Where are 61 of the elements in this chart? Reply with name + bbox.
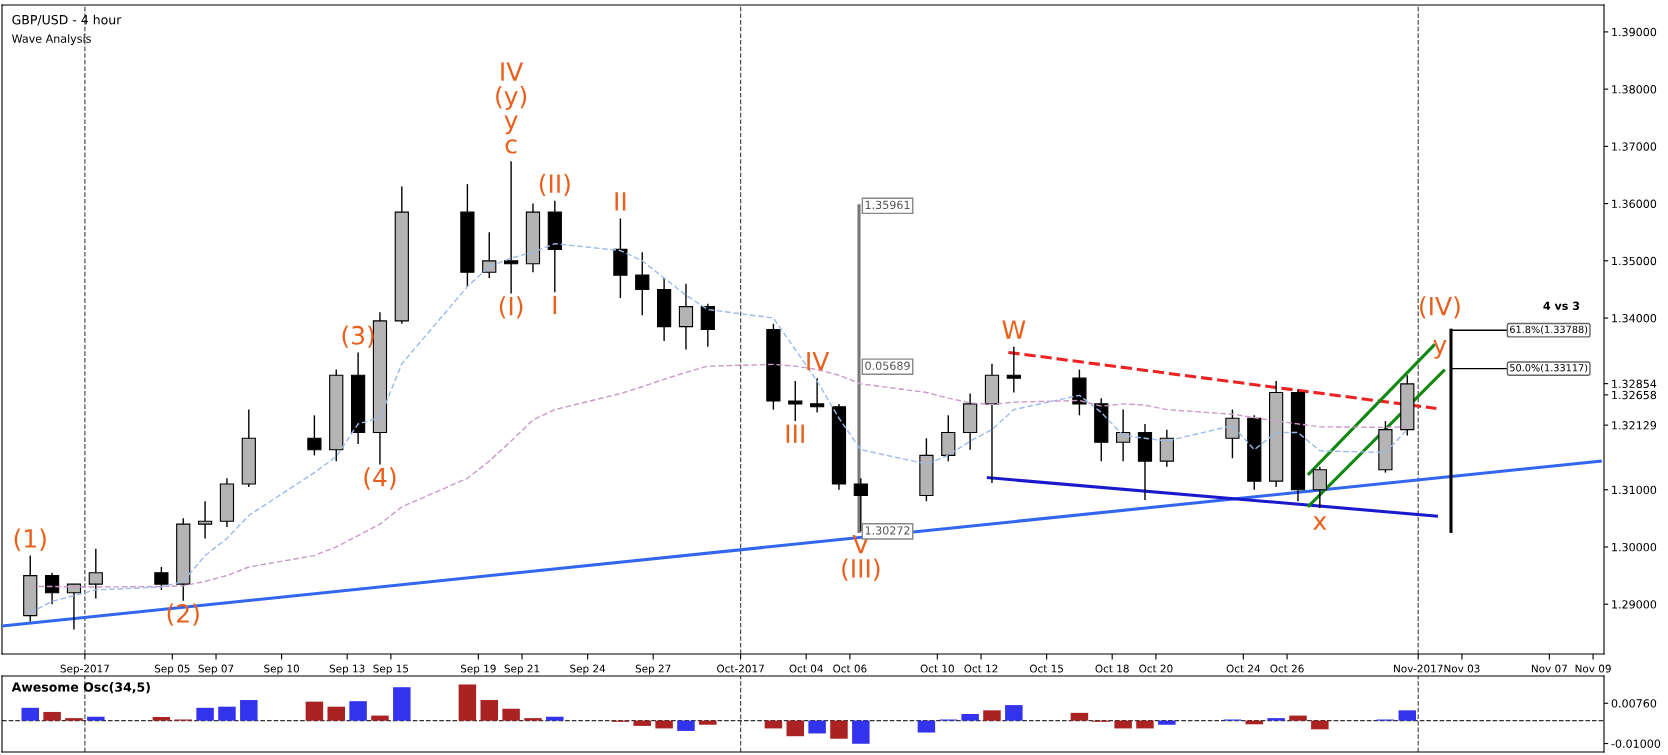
annotation: (1): [14, 528, 46, 551]
annotation: 0.05689: [865, 361, 910, 370]
x-tick-label: Oct 06: [833, 664, 867, 673]
x-tick-label: Sep 27: [635, 664, 671, 675]
x-tick-label: Sep 10: [264, 664, 300, 675]
annotation: (2): [167, 603, 199, 626]
annotation: 4 vs 3: [1543, 301, 1580, 311]
x-tick-label: Sep 15: [373, 664, 409, 675]
annotation: (II): [539, 173, 570, 197]
text: GBP/USD - 4 hour: [12, 14, 122, 26]
annotation: x: [1313, 516, 1327, 530]
x-tick-label: Sep-2017: [60, 664, 109, 675]
x-tick-label: Sep 24: [570, 664, 606, 675]
x-tick-label: Nov-2017: [1394, 664, 1443, 673]
annotation: III: [786, 424, 804, 443]
x-tick-label: Oct 24: [1226, 664, 1261, 673]
x-tick-label: Nov 07: [1531, 664, 1567, 673]
x-tick-label: Oct 15: [1029, 664, 1063, 673]
y-tick-label: 0.00760: [1611, 699, 1657, 708]
annotation: W: [1002, 320, 1026, 339]
annotation: (I): [499, 296, 523, 319]
y-tick-label: -0.01000: [1611, 739, 1661, 748]
annotation: 50.0%(1.33117): [1510, 363, 1588, 373]
x-tick-label: Nov 09: [1575, 664, 1611, 673]
x-tick-label: Oct 26: [1270, 664, 1304, 673]
y-tick-label: 1.39000: [1612, 27, 1657, 37]
x-tick-label: Oct 12: [964, 664, 998, 673]
annotation: IV (y) y c: [496, 62, 527, 154]
annotation: 61.8%(1.33788): [1510, 325, 1588, 335]
y-tick-label: 1.32129: [1612, 421, 1657, 430]
x-tick-label: Oct 10: [920, 664, 954, 673]
x-tick-label: Nov 03: [1444, 664, 1480, 673]
annotation: (IV): [1420, 296, 1460, 319]
y-tick-label: 1.29000: [1612, 600, 1657, 609]
annotation: I: [553, 295, 557, 315]
text: Wave Analysis: [11, 34, 91, 45]
x-tick-label: Sep 05: [154, 664, 190, 675]
annotation: 1.35961: [865, 200, 910, 210]
x-tick-label: Sep 07: [198, 664, 234, 675]
annotation: (4): [364, 467, 396, 490]
x-tick-label: Sep 19: [460, 664, 496, 675]
y-tick-label: 1.37000: [1612, 142, 1657, 151]
y-tick-label: 1.32854: [1612, 379, 1657, 389]
x-tick-label: Oct-2017: [717, 664, 764, 673]
y-tick-label: 1.31000: [1612, 485, 1657, 495]
y-tick-label: 1.32658: [1612, 390, 1657, 400]
x-tick-label: Sep 21: [504, 664, 540, 675]
chart-title: Awesome Osc(34,5): [11, 682, 150, 694]
y-tick-label: 1.34000: [1612, 314, 1657, 323]
y-tick-label: 1.35000: [1612, 256, 1657, 266]
annotation: IV: [807, 351, 830, 371]
x-tick-label: Sep 13: [329, 664, 365, 675]
y-tick-label: 1.38000: [1612, 85, 1657, 94]
y-tick-label: 1.30000: [1612, 542, 1657, 552]
annotation: y: [1433, 340, 1447, 359]
x-tick-label: Oct 04: [789, 664, 823, 673]
annotation: II: [615, 192, 626, 211]
annotation: 1.30272: [865, 526, 910, 535]
x-tick-label: Oct 18: [1095, 664, 1129, 673]
y-tick-label: 1.36000: [1612, 199, 1657, 208]
x-tick-label: Oct 20: [1139, 664, 1173, 673]
